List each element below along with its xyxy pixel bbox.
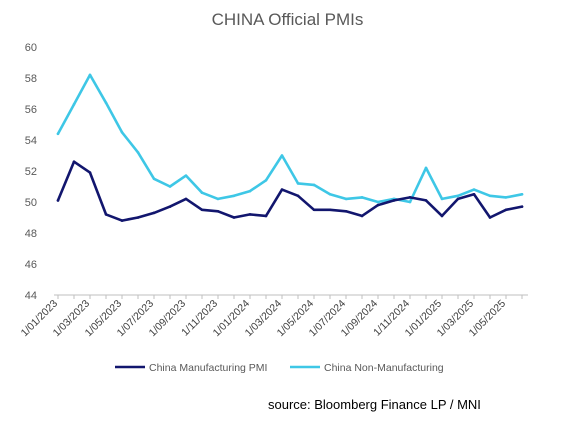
y-tick-label: 50 [25, 197, 37, 209]
y-axis: 44 46 48 50 52 54 56 58 60 [25, 42, 37, 302]
data-point [280, 188, 284, 191]
data-point [456, 194, 460, 198]
data-point [184, 174, 188, 177]
data-point [408, 196, 412, 199]
data-point [152, 177, 156, 181]
data-point [440, 197, 444, 201]
data-point [56, 132, 60, 136]
data-point [280, 154, 284, 157]
data-point [296, 182, 300, 185]
y-tick-label: 52 [25, 166, 37, 178]
y-tick-label: 58 [25, 73, 37, 85]
data-point [152, 211, 156, 215]
y-tick-label: 48 [25, 228, 37, 240]
y-tick-label: 56 [25, 104, 37, 116]
data-point [312, 183, 316, 187]
data-point [344, 210, 348, 213]
data-point [120, 219, 124, 222]
data-point [136, 151, 140, 154]
data-point [232, 194, 236, 198]
source-note: source: Bloomberg Finance LP / MNI [268, 397, 481, 412]
data-point [472, 192, 476, 196]
data-point [184, 197, 188, 201]
data-point [72, 160, 76, 163]
data-point [216, 197, 220, 201]
data-point [72, 103, 76, 106]
data-point [88, 171, 92, 174]
data-point [488, 216, 492, 219]
data-point [136, 216, 140, 219]
data-point [248, 213, 252, 216]
data-point [440, 214, 444, 218]
y-tick-label: 54 [25, 135, 37, 147]
data-point [296, 194, 300, 198]
legend-label: China Non-Manufacturing [324, 362, 444, 374]
series-layer [56, 73, 524, 222]
data-point [232, 216, 236, 219]
data-point [312, 208, 316, 212]
series-line-0 [56, 160, 524, 222]
legend-label: China Manufacturing PMI [149, 362, 267, 374]
data-point [344, 197, 348, 201]
legend: China Manufacturing PMI China Non-Manufac… [115, 362, 444, 374]
x-axis: 1/01/20231/03/20231/05/20231/07/20231/09… [19, 294, 528, 339]
data-point [408, 200, 412, 204]
data-point [264, 179, 268, 182]
data-point [360, 196, 364, 199]
data-point [104, 101, 108, 105]
data-point [520, 192, 524, 196]
data-point [216, 210, 220, 213]
data-point [360, 214, 364, 218]
y-tick-label: 44 [25, 290, 37, 302]
data-point [120, 130, 124, 134]
data-point [424, 199, 428, 202]
data-point [376, 200, 380, 204]
data-point [456, 197, 460, 201]
data-point [520, 205, 524, 208]
chart-title: CHINA Official PMIs [211, 10, 364, 29]
data-point [328, 192, 332, 196]
data-point [504, 196, 508, 199]
data-point [200, 208, 204, 212]
data-point [264, 214, 268, 218]
data-point [376, 203, 380, 207]
data-point [88, 73, 92, 77]
data-point [488, 194, 492, 198]
data-point [168, 205, 172, 208]
y-tick-label: 46 [25, 259, 37, 271]
data-point [328, 208, 332, 212]
data-point [392, 199, 396, 202]
data-point [200, 191, 204, 194]
data-point [168, 185, 172, 188]
series-line-1 [56, 73, 524, 204]
data-point [424, 166, 428, 170]
data-point [504, 208, 508, 212]
data-point [56, 199, 60, 202]
data-point [248, 189, 252, 193]
data-point [472, 188, 476, 191]
data-point [104, 213, 108, 216]
y-tick-label: 60 [25, 42, 37, 54]
